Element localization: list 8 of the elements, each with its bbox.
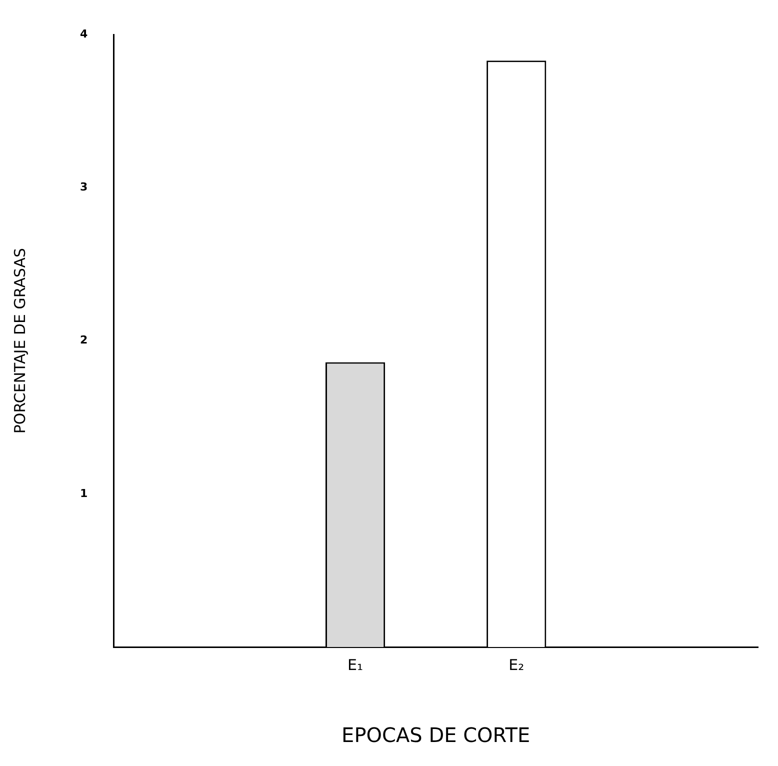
y-tick-label: 3 bbox=[80, 180, 88, 194]
y-axis-title: PORCENTAJE DE GRASAS bbox=[10, 248, 29, 434]
y-tick-label: 2 bbox=[80, 334, 88, 347]
y-tick-label: 1 bbox=[80, 486, 88, 500]
x-axis-title: EPOCAS DE CORTE bbox=[342, 723, 530, 748]
x-tick-label: E₂ bbox=[508, 656, 524, 674]
y-tick-label: 4 bbox=[80, 27, 88, 40]
x-tick-label: E₁ bbox=[348, 656, 364, 674]
